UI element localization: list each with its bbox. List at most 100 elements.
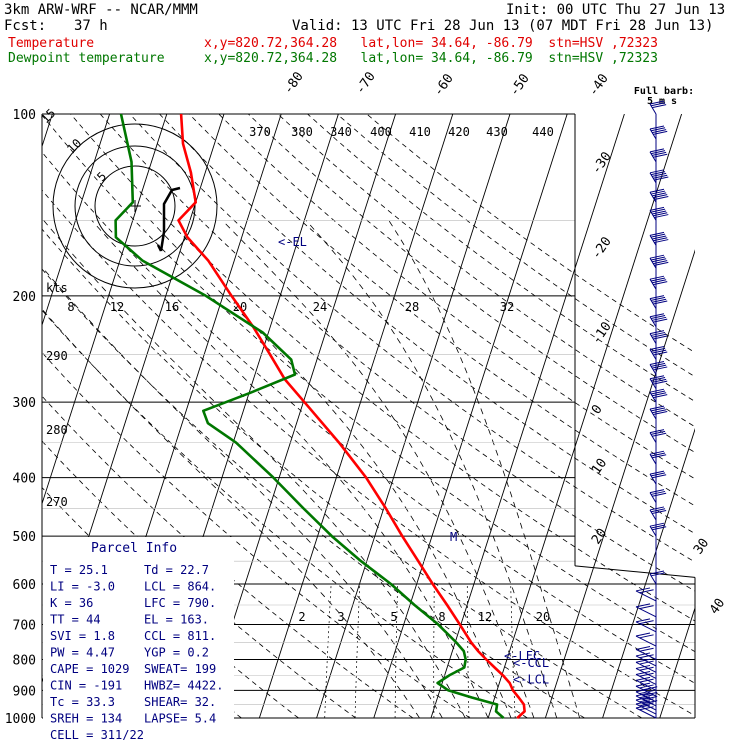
barb-feather [654, 239, 669, 244]
hodograph-units: kts [46, 281, 68, 295]
forecast-label: Fcst: [4, 18, 47, 34]
barb-feather [635, 676, 651, 681]
barb-shaft [649, 473, 657, 485]
barb-feather [650, 233, 666, 238]
wind-barb [649, 361, 668, 375]
barb-feather [639, 647, 654, 652]
temperature-profile-point [446, 604, 448, 606]
isotherm-label: -20 [589, 234, 615, 262]
barb-shaft [635, 667, 657, 679]
wind-barb [635, 658, 657, 673]
pressure-label: 100 [13, 108, 36, 123]
dewpoint-profile-point [205, 295, 207, 297]
isotherm-label: 30 [691, 536, 712, 557]
barb-feather [650, 127, 666, 132]
temperature-profile-point [385, 507, 387, 510]
parcel-value-right: Td = 22.7 [144, 563, 209, 577]
isotherm-label: 40 [707, 596, 728, 617]
barb-feather [650, 472, 666, 477]
barb-feather [652, 258, 667, 263]
dewpoint-profile-point [115, 219, 117, 221]
barb-shaft [635, 661, 657, 673]
right-frame-slant [574, 565, 696, 578]
mixing-ratio-line [510, 583, 516, 719]
dry-adiabat [248, 114, 695, 453]
barb-feather [653, 366, 668, 371]
wind-barb [635, 652, 657, 667]
parcel-value-right: SHEAR= 32. [144, 695, 216, 709]
barb-feather [652, 192, 667, 197]
dewpoint-profile-point [235, 442, 237, 444]
wind-barb [649, 169, 669, 184]
barb-feather [652, 349, 667, 354]
dewpoint-profile-point [294, 373, 296, 376]
pressure-label: 900 [13, 684, 36, 699]
barb-feather [650, 508, 666, 513]
dewpoint-profile-point [115, 236, 117, 238]
parcel-value-left: SVI = 1.8 [50, 629, 115, 643]
parcel-value-left: K = 36 [50, 596, 93, 610]
barb-feather [653, 281, 668, 286]
barb-feather [652, 432, 667, 437]
barb-feather [639, 666, 654, 671]
lfc-marker: <-LFC [504, 649, 540, 663]
barb-feather [652, 151, 667, 156]
barb-feather [635, 645, 651, 650]
dry-adiabat [366, 114, 695, 354]
barb-feather [635, 658, 651, 663]
temperature-profile-point [338, 442, 340, 444]
dewpoint-profile-point [142, 260, 144, 262]
wind-barb [635, 676, 657, 691]
parcel-value-left: SREH = 134 [50, 712, 122, 726]
barb-feather [649, 346, 665, 351]
isotherm-line [717, 114, 740, 718]
wind-barb [649, 489, 667, 503]
barb-feather [649, 148, 665, 153]
temperature-profile-point [518, 696, 520, 699]
isotherm-label: -60 [431, 71, 457, 99]
isotherm-label: 10 [589, 456, 610, 477]
isotherm-label: -30 [589, 149, 615, 177]
hodograph-trace [156, 186, 181, 252]
barb-feather [653, 260, 668, 265]
barb-feather [649, 169, 665, 174]
pressure-label: 300 [13, 396, 36, 411]
parcel-value-right: SWEAT= 199 [144, 662, 216, 676]
barb-shaft [649, 349, 657, 360]
wind-barb [649, 330, 668, 344]
moist-adiabat [42, 308, 420, 719]
barb-feather [639, 694, 654, 699]
parcel-value-left: CELL = 311/22 [50, 728, 144, 740]
moist-adiabat [222, 220, 535, 719]
barb-feather [652, 454, 667, 459]
barb-feather [649, 429, 665, 434]
moist-adiabat [91, 220, 489, 719]
temperature-profile-point [470, 641, 472, 644]
wind-barb [649, 522, 667, 537]
parcel-value-left: TT = 44 [50, 613, 101, 627]
temperature-profile-point [186, 236, 188, 238]
dewpoint-profile-point [463, 650, 465, 652]
barb-feather [652, 104, 667, 109]
barb-feather [653, 335, 668, 340]
barb-feather [653, 130, 668, 135]
dewpoint-profile-point [471, 696, 473, 699]
wind-barb [649, 206, 669, 221]
barb-shaft [635, 635, 657, 647]
barb-feather [635, 632, 651, 637]
barb-feather [653, 380, 668, 385]
isotherm-line [42, 114, 111, 327]
pressure-label: 200 [13, 290, 36, 305]
temperature-profile-point [524, 710, 526, 713]
wind-barb [635, 632, 657, 647]
temperature-profile-point [494, 666, 496, 669]
barb-shaft [635, 699, 657, 711]
mixing-ratio-label: 2 [298, 610, 305, 624]
wind-barb [635, 692, 658, 707]
barb-feather [654, 195, 669, 200]
wind-barb [649, 429, 667, 443]
mixing-ratio-label: 5 [390, 610, 397, 624]
barb-feather [635, 692, 651, 697]
dewpoint-profile-point [437, 623, 439, 626]
dewpoint-profile-point [303, 507, 305, 510]
